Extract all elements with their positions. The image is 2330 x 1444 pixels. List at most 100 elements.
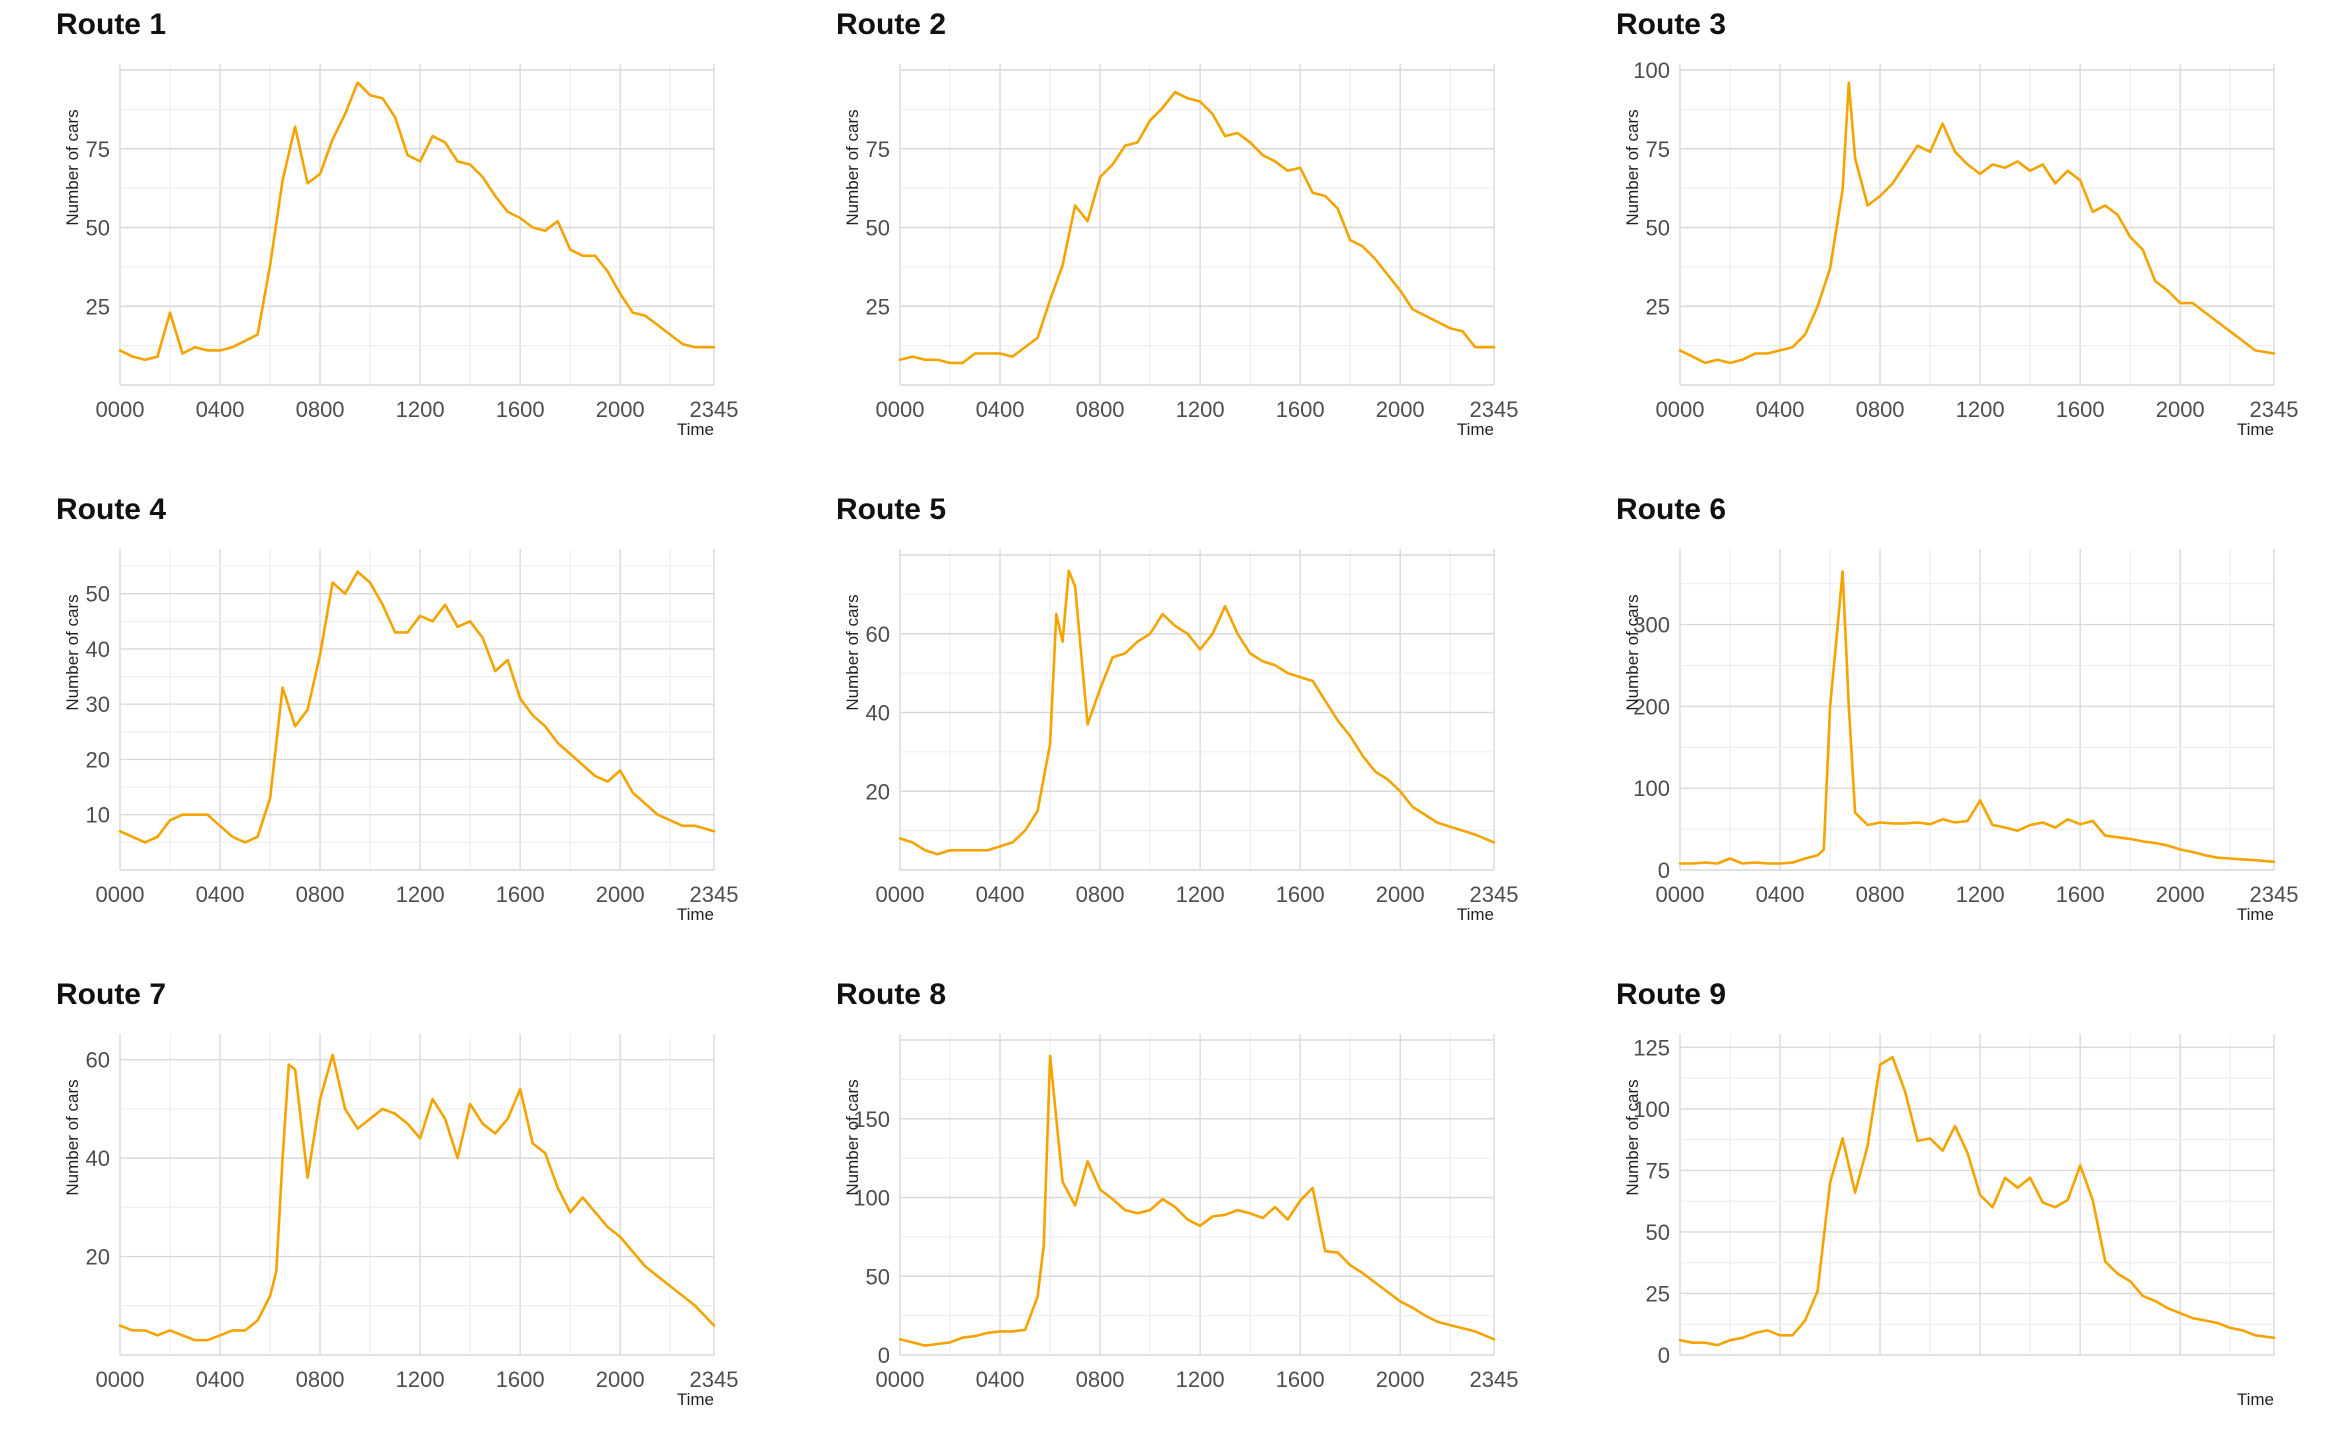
route-9-y-tick-label: 75	[1646, 1158, 1670, 1183]
route-1-x-tick-label: 2000	[596, 397, 645, 422]
route-4-y-tick-label: 30	[86, 692, 110, 717]
route-2-gridlines	[899, 64, 1495, 386]
route-5-x-tick-label: 1200	[1176, 882, 1225, 907]
route-2-x-tick-label: 2345	[1470, 397, 1519, 422]
route-4-x-tick-label: 0400	[196, 882, 245, 907]
route-9-y-tick-label: 125	[1633, 1035, 1670, 1060]
route-7-y-axis-title: Number of cars	[63, 1079, 82, 1195]
route-7-x-tick-label: 0800	[296, 1367, 345, 1392]
route-3-x-tick-label: 1600	[2056, 397, 2105, 422]
route-4-x-tick-label: 1200	[396, 882, 445, 907]
route-6-y-tick-label: 0	[1658, 858, 1670, 883]
route-2-y-tick-label: 75	[866, 137, 890, 162]
route-7-gridlines	[119, 1034, 715, 1356]
route-5-y-tick-label: 60	[866, 622, 890, 647]
route-1-x-tick-label: 0400	[196, 397, 245, 422]
route-9-chart: 0 25 50 75 100 125 Time Number of cars	[1623, 1034, 2276, 1409]
route-7-x-tick-label: 2000	[596, 1367, 645, 1392]
route-3-x-tick-label: 2000	[2156, 397, 2205, 422]
route-3-x-tick-label: 0000	[1656, 397, 1705, 422]
route-5-x-tick-label: 0400	[976, 882, 1025, 907]
route-2-x-tick-label: 1200	[1176, 397, 1225, 422]
route-7-panel: Route 7 20 40 60 0000 0400 0800 1200 1600 2000 23…	[56, 970, 816, 1440]
route-6-x-tick-label: 2345	[2250, 882, 2299, 907]
route-3-y-tick-label: 100	[1633, 58, 1670, 83]
route-4-y-tick-label: 10	[86, 803, 110, 828]
route-2-x-tick-label: 2000	[1376, 397, 1425, 422]
route-4-panel: Route 4 10 20 30 40 50 0000 0400 0800 1200 1600 20…	[56, 485, 816, 955]
route-4-y-tick-label: 40	[86, 637, 110, 662]
route-3-y-axis-title: Number of cars	[1623, 109, 1642, 225]
route-8-x-tick-label: 2345	[1470, 1367, 1519, 1392]
route-9-y-axis-title: Number of cars	[1623, 1079, 1642, 1195]
route-4-x-tick-label: 1600	[496, 882, 545, 907]
route-8-y-axis-title: Number of cars	[843, 1079, 862, 1195]
route-4-x-tick-label: 2345	[690, 882, 739, 907]
route-4-y-tick-label: 20	[86, 747, 110, 772]
route-4-x-tick-label: 0000	[96, 882, 145, 907]
route-3-title: Route 3	[1616, 8, 1727, 41]
route-6-y-tick-label: 200	[1633, 694, 1670, 719]
route-2-title: Route 2	[836, 8, 947, 41]
route-9-series-line	[1678, 1055, 2276, 1347]
route-8-chart: 0 50 100 150 0000 0400 0800 1200 1600 2000 2345 Num…	[843, 1034, 1519, 1392]
route-1-y-axis-title: Number of cars	[63, 109, 82, 225]
route-3-series-line	[1678, 81, 2276, 365]
route-3-x-axis-title: Time	[2237, 420, 2274, 439]
route-5-x-tick-label: 1600	[1276, 882, 1325, 907]
route-5-title: Route 5	[836, 493, 947, 526]
route-6-y-tick-label: 100	[1633, 776, 1670, 801]
route-6-x-tick-label: 0000	[1656, 882, 1705, 907]
route-8-y-tick-label: 50	[866, 1264, 890, 1289]
route-9-title: Route 9	[1616, 978, 1727, 1011]
route-7-title: Route 7	[56, 978, 167, 1011]
route-6-x-axis-title: Time	[2237, 905, 2274, 924]
route-7-x-tick-label: 1200	[396, 1367, 445, 1392]
route-4-y-axis-title: Number of cars	[63, 594, 82, 710]
route-8-panel: Route 8 0 50 100 150 0000 0400 0800 1200 1600 200…	[836, 970, 1596, 1440]
route-3-y-tick-label: 75	[1646, 137, 1670, 162]
route-2-x-axis-title: Time	[1457, 420, 1494, 439]
route-1-x-tick-label: 0800	[296, 397, 345, 422]
route-6-x-tick-label: 2000	[2156, 882, 2205, 907]
route-1-x-tick-label: 1200	[396, 397, 445, 422]
route-3-chart: 25 50 75 100 0000 0400 0800 1200 1600 2000 2345Tim…	[1623, 58, 2298, 439]
route-4-x-axis-title: Time	[677, 905, 714, 924]
route-9-x-axis-title: Time	[2237, 1390, 2274, 1409]
route-4-gridlines	[119, 549, 715, 871]
route-8-x-tick-label: 2000	[1376, 1367, 1425, 1392]
route-5-gridlines	[899, 549, 1495, 871]
route-1-x-tick-label: 0000	[96, 397, 145, 422]
route-8-title: Route 8	[836, 978, 947, 1011]
route-6-y-axis-title: Number of cars	[1623, 594, 1642, 710]
route-4-chart: 10 20 30 40 50 0000 0400 0800 1200 1600 2000 2345Ti…	[63, 549, 739, 924]
route-8-gridlines	[899, 1034, 1495, 1356]
route-3-gridlines	[1679, 64, 2275, 386]
route-8-x-tick-label: 1600	[1276, 1367, 1325, 1392]
route-3-x-tick-label: 1200	[1956, 397, 2005, 422]
route-1-panel: Route 1 25 50 75 0000 0400 0800 1200 1600 2000 23…	[56, 0, 816, 470]
route-5-x-tick-label: 0000	[876, 882, 925, 907]
route-9-y-tick-label: 25	[1646, 1281, 1670, 1306]
route-2-y-axis-title: Number of cars	[843, 109, 862, 225]
route-9-gridlines	[1679, 1034, 2275, 1356]
route-6-chart: 0 100 200 300 0000 0400 0800 1200 1600 2000 2345Ti…	[1623, 549, 2299, 924]
route-9-y-tick-label: 50	[1646, 1220, 1670, 1245]
route-3-y-tick-label: 25	[1646, 294, 1670, 319]
route-6-panel: Route 6 0 100 200 300 0000 0400 0800 1200 1600 20…	[1616, 485, 2330, 955]
route-5-panel: Route 5 20 40 60 0000 0400 0800 1200 1600 2000 23…	[836, 485, 1596, 955]
route-9-y-tick-label: 100	[1633, 1097, 1670, 1122]
route-1-x-axis-title: Time	[677, 420, 714, 439]
route-7-series-line	[118, 1053, 716, 1342]
route-8-y-tick-label: 100	[853, 1186, 890, 1211]
route-8-y-tick-label: 150	[853, 1107, 890, 1132]
route-2-series-line	[898, 90, 1496, 365]
route-4-y-tick-label: 50	[86, 582, 110, 607]
route-4-series-line	[118, 570, 716, 844]
route-9-panel: Route 9 0 25 50 75 100 125 Time Number of cars	[1616, 970, 2330, 1440]
route-5-y-tick-label: 40	[866, 701, 890, 726]
route-4-title: Route 4	[56, 493, 167, 526]
route-2-x-tick-label: 1600	[1276, 397, 1325, 422]
route-7-x-tick-label: 1600	[496, 1367, 545, 1392]
